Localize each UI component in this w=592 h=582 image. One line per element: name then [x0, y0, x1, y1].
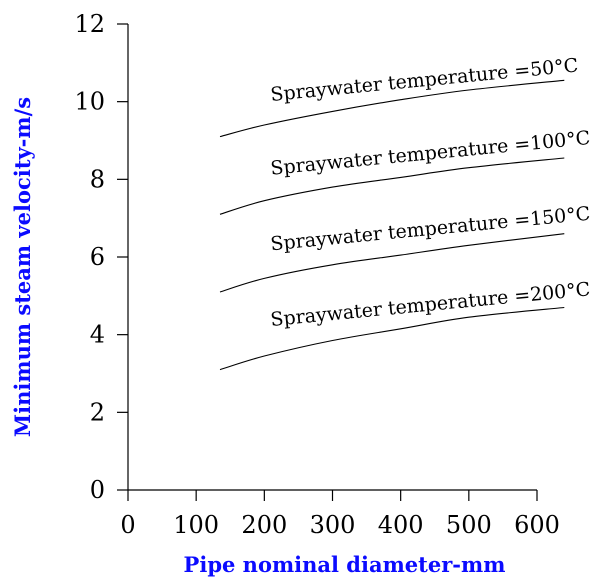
y-tick-label: 2: [90, 398, 105, 426]
x-tick-label: 400: [378, 511, 424, 539]
curve-labels: Spraywater temperature =50°C Spraywater t…: [270, 54, 592, 331]
y-tick-label: 8: [90, 165, 105, 193]
x-tick-label: 100: [173, 511, 219, 539]
x-tick-label: 200: [241, 511, 287, 539]
series-line-2: [219, 157, 565, 215]
series-line-3: [219, 233, 565, 293]
y-axis-ticks: 0 2 4 6 8 10 12: [74, 10, 128, 504]
y-axis-title: Minimum steam velocity-m/s: [10, 97, 35, 437]
y-tick-label: 12: [74, 10, 105, 38]
y-tick-label: 6: [90, 243, 105, 271]
series-line-1: [219, 79, 565, 138]
x-axis-title: Pipe nominal diameter-mm: [184, 552, 506, 577]
x-tick-label: 600: [514, 511, 560, 539]
y-tick-label: 0: [90, 476, 105, 504]
y-tick-label: 10: [74, 88, 105, 116]
x-tick-label: 300: [310, 511, 356, 539]
series-label-2: Spraywater temperature =100°C: [270, 127, 592, 180]
series-label-3: Spraywater temperature =150°C: [270, 203, 592, 256]
y-tick-label: 4: [90, 321, 105, 349]
x-axis-ticks: 0 100 200 300 400 500 600: [120, 490, 560, 539]
series-group: [219, 79, 565, 371]
series-line-4: [219, 306, 565, 371]
series-label-1: Spraywater temperature =50°C: [270, 54, 580, 106]
x-tick-label: 0: [120, 511, 135, 539]
x-tick-label: 500: [446, 511, 492, 539]
